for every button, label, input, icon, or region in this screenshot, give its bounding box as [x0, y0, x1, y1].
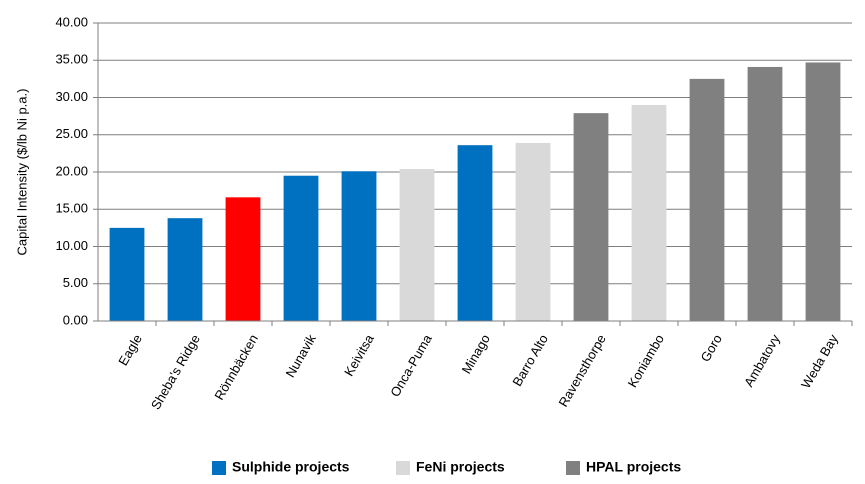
- legend-label-sulphide: Sulphide projects: [232, 459, 350, 475]
- x-tick-label: Goro: [697, 332, 724, 365]
- bar-sheba-s-ridge: [167, 218, 203, 321]
- y-tick-label: 40.00: [55, 14, 88, 29]
- x-tick-label: Rönnbäcken: [211, 332, 260, 403]
- x-tick-label: Onca-Puma: [387, 331, 435, 399]
- x-tick-label: Eagle: [115, 332, 145, 368]
- x-tick-label: Keivitsa: [341, 331, 377, 379]
- y-tick-label: 35.00: [55, 52, 88, 67]
- x-tick-label: Koniambo: [625, 332, 667, 390]
- x-tick-label: Nunavik: [282, 331, 319, 380]
- y-tick-label: 20.00: [55, 163, 88, 178]
- legend-label-hpal: HPAL projects: [586, 459, 681, 475]
- y-tick-label: 10.00: [55, 238, 88, 253]
- bar-weda-bay: [805, 62, 841, 322]
- x-tick-label: Ravensthorpe: [555, 332, 608, 410]
- y-tick-label: 30.00: [55, 89, 88, 104]
- bar-keivitsa: [341, 171, 377, 321]
- x-tick-label: Ambatovy: [741, 331, 783, 389]
- bar-ravensthorpe: [573, 113, 609, 322]
- x-tick-label: Sheba's Ridge: [148, 332, 203, 412]
- y-tick-label: 25.00: [55, 126, 88, 141]
- bar-onca-puma: [399, 169, 435, 321]
- x-tick-label: Barro Alto: [509, 332, 551, 389]
- legend-swatch-sulphide: [212, 461, 226, 475]
- bar-minago: [457, 145, 493, 321]
- bar-goro: [689, 78, 725, 321]
- bar-r-nnb-cken: [225, 197, 261, 321]
- x-tick-label: Minago: [459, 332, 493, 376]
- bar-eagle: [109, 227, 145, 321]
- legend: Sulphide projects FeNi projects HPAL proje…: [212, 459, 681, 475]
- bar-ambatovy: [747, 66, 783, 321]
- x-tick-labels: Eagle Sheba's Ridge Rönnbäcken Nunavik Keivi…: [115, 321, 853, 412]
- bar-barro-alto: [515, 142, 551, 321]
- y-tick-label: 15.00: [55, 201, 88, 216]
- legend-swatch-hpal: [566, 461, 580, 475]
- bar-koniambo: [631, 104, 667, 321]
- y-axis-label: Capital Intensity ($/lb Ni p.a.): [14, 89, 29, 256]
- y-tick-labels: 0.00 5.00 10.00 15.00 20.00 25.00 30.00 35.00 40…: [55, 14, 98, 327]
- bars: [109, 62, 841, 322]
- y-tick-label: 0.00: [63, 312, 88, 327]
- legend-swatch-feni: [396, 461, 410, 475]
- x-tick-label: Weda Bay: [798, 331, 841, 391]
- legend-label-feni: FeNi projects: [416, 459, 505, 475]
- bar-nunavik: [283, 175, 319, 321]
- y-tick-label: 5.00: [63, 275, 88, 290]
